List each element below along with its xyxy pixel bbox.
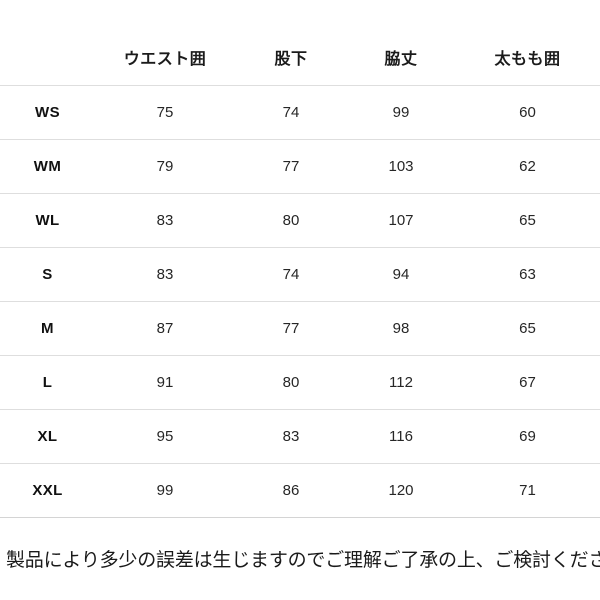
column-header-inseam: 股下: [235, 28, 347, 86]
column-header-waist: ウエスト囲: [95, 28, 235, 86]
cell-waist: 75: [95, 85, 235, 140]
cell-waist: 91: [95, 355, 235, 410]
cell-outseam: 107: [347, 193, 455, 248]
cell-size: WS: [0, 85, 95, 140]
cell-outseam: 103: [347, 139, 455, 194]
cell-outseam: 98: [347, 301, 455, 356]
table-body: WS 75 74 99 60 WM 79 77 103 62 WL 83 80 …: [0, 85, 600, 518]
cell-inseam: 74: [235, 247, 347, 302]
measurement-disclaimer-note: 製品により多少の誤差は生じますのでご理解ご了承の上、ご検討ください。: [6, 550, 600, 571]
table-row: XXL 99 86 120 71: [0, 463, 600, 518]
size-chart-table: ウエスト囲 股下 脇丈 太もも囲 WS 75 74 99 60 WM 79 77…: [0, 28, 600, 518]
cell-thigh: 67: [455, 355, 600, 410]
cell-waist: 87: [95, 301, 235, 356]
cell-waist: 95: [95, 409, 235, 464]
cell-size: WM: [0, 139, 95, 194]
table-row: XL 95 83 116 69: [0, 409, 600, 464]
cell-size: L: [0, 355, 95, 410]
cell-size: M: [0, 301, 95, 356]
cell-outseam: 116: [347, 409, 455, 464]
cell-outseam: 99: [347, 85, 455, 140]
cell-outseam: 120: [347, 463, 455, 518]
cell-size: XXL: [0, 463, 95, 518]
cell-size: WL: [0, 193, 95, 248]
cell-inseam: 83: [235, 409, 347, 464]
cell-inseam: 80: [235, 355, 347, 410]
cell-thigh: 71: [455, 463, 600, 518]
cell-waist: 83: [95, 193, 235, 248]
cell-thigh: 60: [455, 85, 600, 140]
table-row: S 83 74 94 63: [0, 247, 600, 302]
header-row: ウエスト囲 股下 脇丈 太もも囲: [0, 28, 600, 86]
table-row: WM 79 77 103 62: [0, 139, 600, 194]
cell-outseam: 94: [347, 247, 455, 302]
cell-waist: 99: [95, 463, 235, 518]
cell-inseam: 74: [235, 85, 347, 140]
cell-thigh: 65: [455, 301, 600, 356]
column-header-size: [0, 28, 95, 86]
cell-size: S: [0, 247, 95, 302]
cell-thigh: 62: [455, 139, 600, 194]
cell-size: XL: [0, 409, 95, 464]
table-row: L 91 80 112 67: [0, 355, 600, 410]
cell-waist: 79: [95, 139, 235, 194]
cell-inseam: 77: [235, 301, 347, 356]
cell-outseam: 112: [347, 355, 455, 410]
cell-inseam: 77: [235, 139, 347, 194]
table-row: M 87 77 98 65: [0, 301, 600, 356]
column-header-thigh: 太もも囲: [455, 28, 600, 86]
cell-inseam: 80: [235, 193, 347, 248]
cell-inseam: 86: [235, 463, 347, 518]
cell-thigh: 69: [455, 409, 600, 464]
column-header-outseam: 脇丈: [347, 28, 455, 86]
cell-thigh: 63: [455, 247, 600, 302]
table-header: ウエスト囲 股下 脇丈 太もも囲: [0, 28, 600, 86]
table-row: WL 83 80 107 65: [0, 193, 600, 248]
table-row: WS 75 74 99 60: [0, 85, 600, 140]
cell-waist: 83: [95, 247, 235, 302]
cell-thigh: 65: [455, 193, 600, 248]
